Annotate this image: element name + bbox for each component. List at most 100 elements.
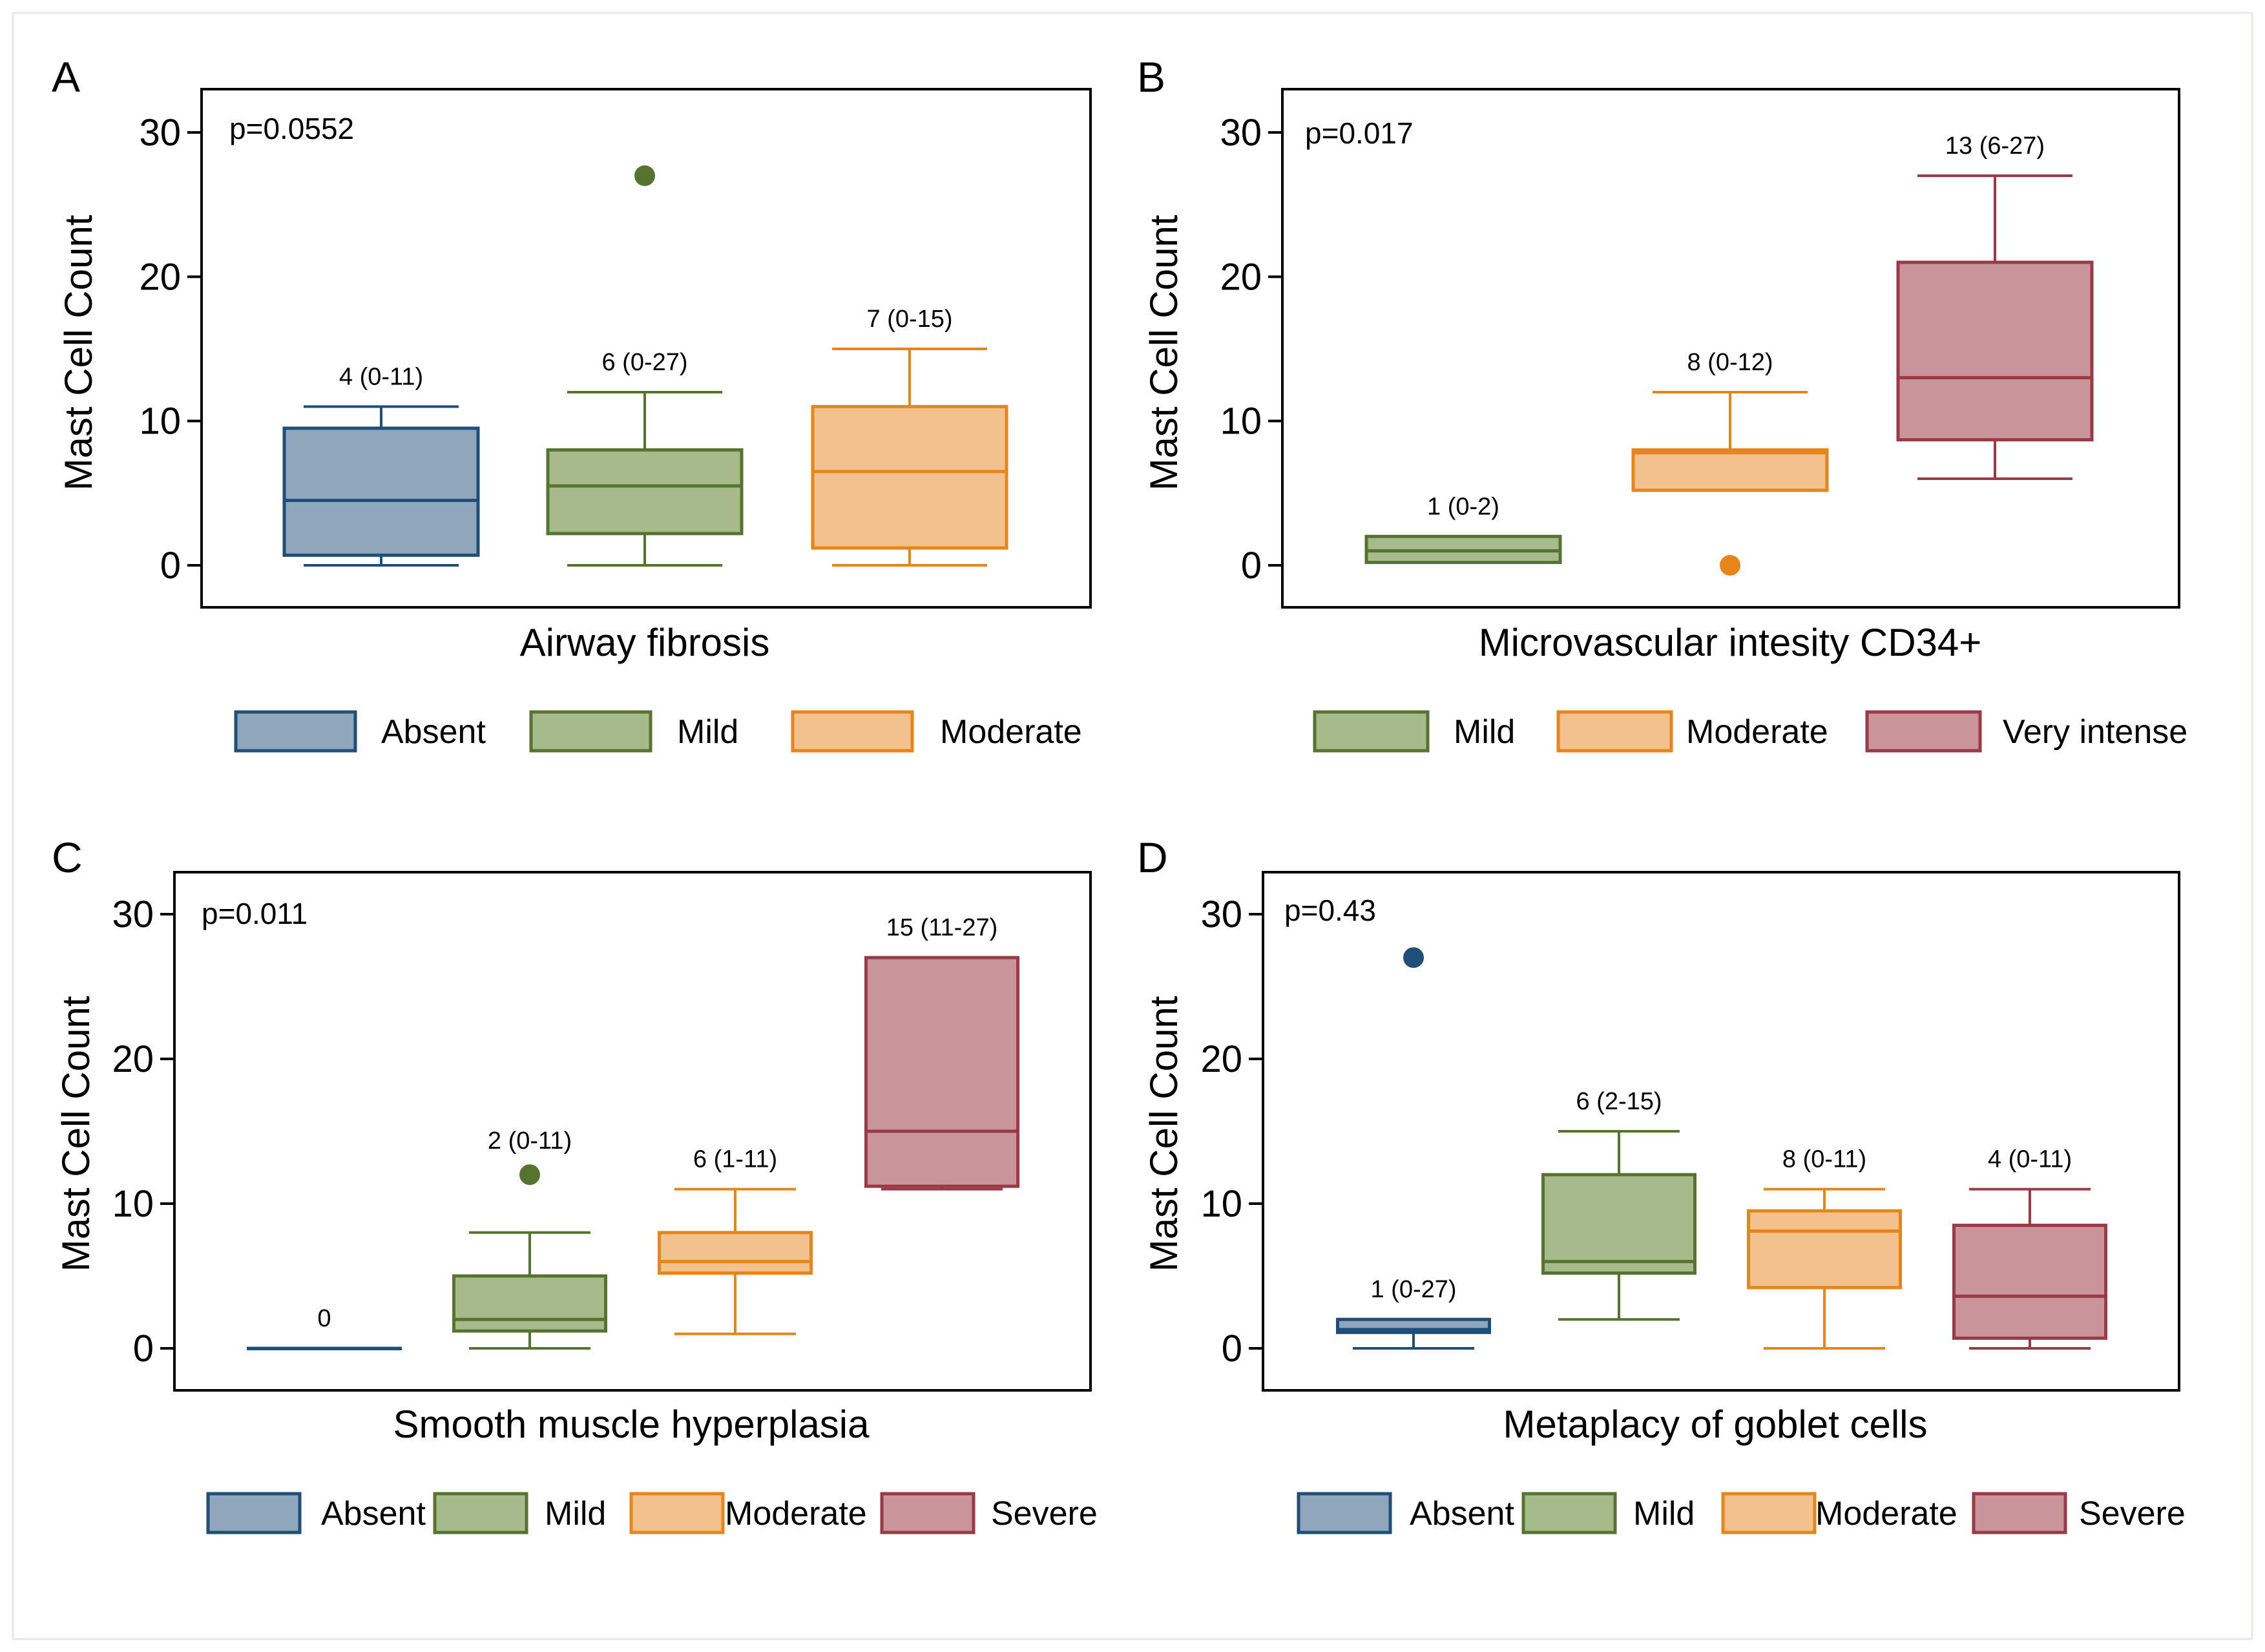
box-annotation: 13 (6-27)	[1945, 132, 2045, 160]
box-annotation: 0	[317, 1305, 331, 1332]
box-absent: 1 (0-27)	[1336, 947, 1491, 1350]
y-tick-label: 20	[1220, 256, 1262, 298]
legend-label: Mild	[1454, 713, 1515, 751]
box-annotation: 4 (0-11)	[339, 363, 423, 390]
legend-label: Absent	[321, 1495, 426, 1532]
y-tick-label: 10	[1200, 1183, 1242, 1225]
legend: Absent Mild Moderate Severe	[206, 1492, 1098, 1534]
panel-c: C Mast Cell Count p=0.011 Smooth muscle …	[52, 833, 1098, 1534]
outlier-point	[634, 165, 655, 186]
legend-label: Absent	[381, 713, 486, 751]
y-tick-label: 30	[1200, 894, 1242, 936]
box-body	[1896, 260, 2094, 442]
legend-swatch	[880, 1492, 976, 1534]
legend-swatch	[629, 1492, 725, 1534]
legend-label: Mild	[1633, 1495, 1695, 1532]
legend-label: Moderate	[725, 1495, 867, 1532]
y-tick-label: 30	[139, 112, 181, 154]
legend-swatch	[1297, 1492, 1392, 1534]
y-tick-label: 10	[139, 401, 181, 443]
box-body	[864, 956, 1019, 1188]
outlier-point	[519, 1164, 540, 1186]
box-absent: 0	[247, 1305, 402, 1350]
panel-letter: C	[52, 833, 83, 881]
box-absent: 4 (0-11)	[282, 363, 480, 567]
box-mild: 6 (0-27)	[546, 165, 744, 567]
box-moderate: 7 (0-15)	[811, 306, 1008, 567]
plot-area: 0 10 20 30 4 (0-11) 6 (0-27) 7 (0-15)	[139, 88, 1092, 609]
y-tick-label: 0	[1241, 545, 1262, 587]
legend-label: Severe	[2079, 1495, 2186, 1532]
box-severe: 15 (11-27)	[864, 914, 1019, 1191]
box-annotation: 1 (0-27)	[1370, 1276, 1456, 1303]
legend-swatch	[791, 710, 914, 753]
plot-area: 0 10 20 30 1 (0-27) 6 (2-15) 8 (0-11) 4 (0-11)	[1200, 871, 2180, 1392]
legend-swatch	[1721, 1492, 1817, 1534]
box-annotation: 6 (2-15)	[1576, 1088, 1662, 1115]
figure-border	[12, 12, 2253, 1640]
box-body	[658, 1231, 813, 1275]
plot-frame	[200, 88, 1092, 609]
y-tick-label: 20	[112, 1038, 154, 1080]
box-body	[452, 1274, 607, 1333]
plot-frame	[1281, 88, 2180, 609]
p-value: p=0.017	[1305, 116, 1414, 150]
y-tick-label: 20	[1200, 1038, 1242, 1080]
box-very-intense: 13 (6-27)	[1896, 132, 2094, 480]
panel-letter: B	[1137, 53, 1165, 101]
legend-label: Mild	[545, 1495, 606, 1532]
box-body	[1952, 1224, 2107, 1340]
outlier-point	[1403, 947, 1424, 968]
legend: Mild Moderate Very intense	[1313, 710, 2187, 753]
box-body	[1747, 1209, 1902, 1290]
box-body	[282, 426, 480, 557]
box-moderate: 8 (0-12)	[1631, 349, 1829, 576]
panel-letter: D	[1137, 833, 1168, 881]
box-annotation: 7 (0-15)	[866, 306, 952, 333]
legend-swatch	[234, 710, 357, 753]
y-axis-label: Mast Cell Count	[1142, 996, 1185, 1271]
plot-frame	[1262, 871, 2180, 1392]
legend-swatch	[1972, 1492, 2067, 1534]
box-annotation: 2 (0-11)	[488, 1127, 572, 1155]
legend-swatch	[433, 1492, 528, 1534]
x-axis-label: Microvascular intesity CD34+	[1479, 621, 1982, 664]
y-tick-label: 30	[112, 894, 154, 936]
x-axis-label: Airway fibrosis	[520, 621, 770, 664]
y-tick-label: 0	[133, 1328, 154, 1370]
legend-label: Absent	[1410, 1495, 1514, 1532]
box-moderate: 6 (1-11)	[658, 1146, 813, 1335]
panel-a: A Mast Cell Count p=0.0552 Airway fibros…	[52, 53, 1092, 753]
y-tick-label: 30	[1220, 112, 1262, 154]
legend-swatch	[1313, 710, 1430, 753]
box-severe: 4 (0-11)	[1952, 1146, 2107, 1350]
legend-label: Moderate	[940, 713, 1082, 751]
plot-area: 0 10 20 30 0 2 (0-11) 6 (1-11) 15 (11-27)	[112, 871, 1092, 1392]
y-tick-label: 0	[160, 545, 181, 587]
box-body	[546, 448, 744, 536]
y-axis-label: Mast Cell Count	[57, 214, 100, 490]
box-mild: 2 (0-11)	[452, 1127, 607, 1350]
legend-label: Moderate	[1686, 713, 1828, 751]
y-tick-label: 10	[1220, 401, 1262, 443]
p-value: p=0.0552	[229, 112, 354, 145]
box-annotation: 4 (0-11)	[1988, 1146, 2072, 1173]
box-moderate: 8 (0-11)	[1747, 1146, 1902, 1350]
legend-label: Severe	[991, 1495, 1098, 1532]
plot-area: 0 10 20 30 1 (0-2) 8 (0-12) 13 (6-27)	[1220, 88, 2180, 609]
legend: Absent Mild Moderate Severe	[1297, 1492, 2186, 1534]
plot-frame	[173, 871, 1092, 1392]
box-mild: 1 (0-2)	[1364, 493, 1562, 565]
y-axis-label: Mast Cell Count	[1142, 214, 1185, 490]
legend-label: Mild	[677, 713, 738, 751]
y-axis-label: Mast Cell Count	[54, 996, 98, 1271]
box-body	[1631, 448, 1829, 492]
legend-label: Moderate	[1815, 1495, 1957, 1532]
panel-letter: A	[52, 53, 80, 101]
y-tick-label: 20	[139, 256, 181, 298]
box-annotation: 6 (0-27)	[601, 349, 687, 376]
legend-swatch	[1556, 710, 1673, 753]
box-mild: 6 (2-15)	[1541, 1088, 1696, 1321]
panel-d: D Mast Cell Count p=0.43 Metaplacy of go…	[1137, 833, 2186, 1534]
